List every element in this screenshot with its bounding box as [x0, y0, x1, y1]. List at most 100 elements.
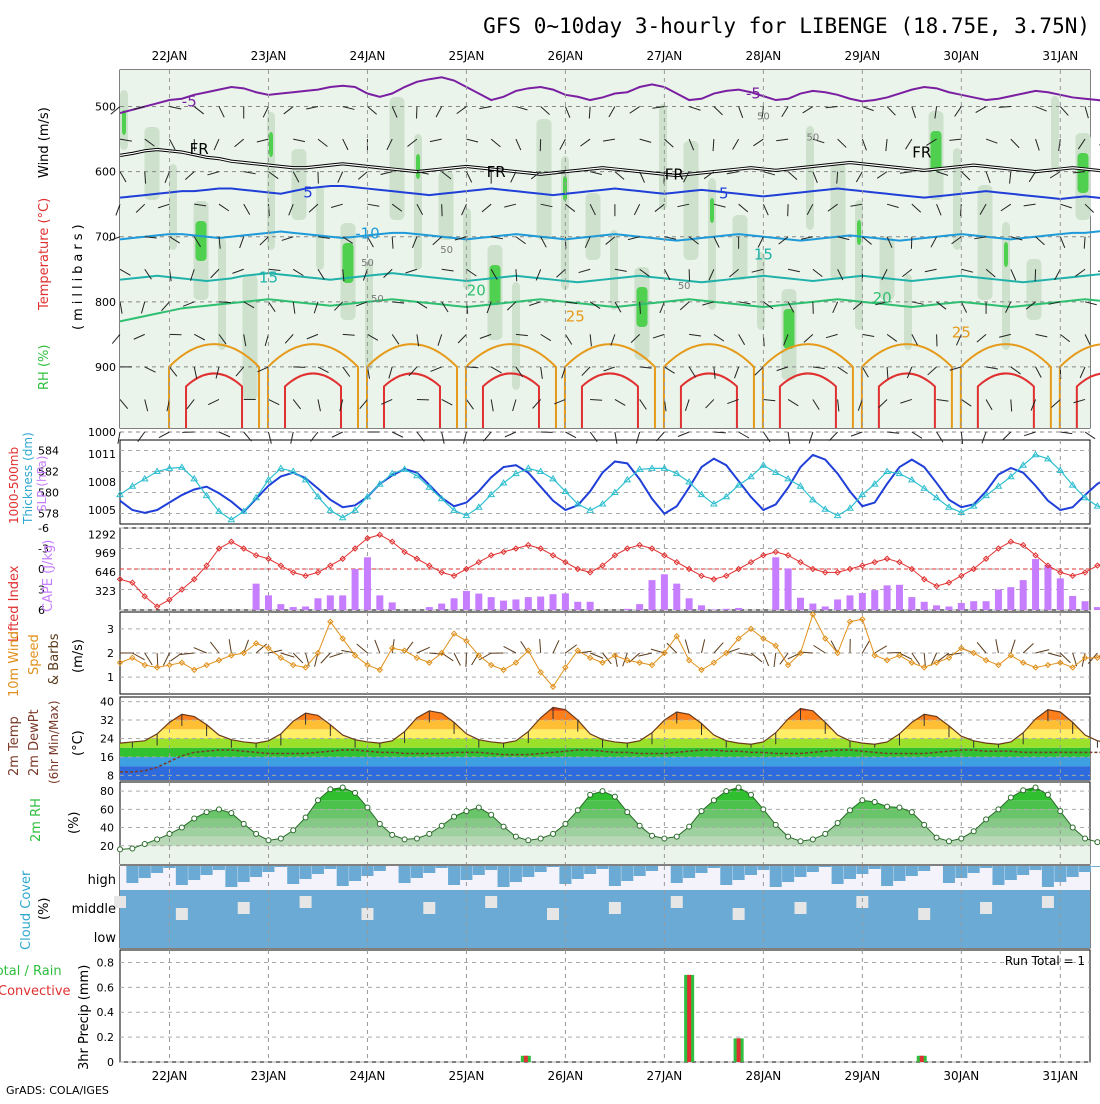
cape-bar: [735, 608, 742, 610]
rh-point: [489, 812, 494, 817]
cloud-high-cell: [1091, 866, 1100, 867]
ylabel-cape: CAPE (J/kg): [41, 540, 56, 612]
cloud-high-cell: [324, 866, 336, 869]
bottom-date-label: 26JAN: [548, 1069, 584, 1083]
temp-band: [120, 748, 1090, 757]
wind-barb: [714, 432, 726, 433]
cape-bar: [834, 599, 841, 610]
cape-bar: [859, 593, 866, 610]
ylabel-rh: RH (%): [37, 345, 52, 390]
cloud-high-cell: [980, 866, 992, 868]
rh-point: [687, 824, 692, 829]
contour-label: 50: [371, 294, 384, 305]
cloud-high-cell: [275, 866, 287, 867]
cloud-high-cell: [1067, 866, 1079, 877]
ylabel-temp2: 2m DewPt: [27, 709, 42, 776]
cape-bar: [265, 595, 272, 610]
top-date-label: 29JAN: [844, 49, 880, 63]
cape-ylabels2: CAPE (J/kg): [41, 540, 56, 612]
rh-point: [315, 798, 320, 803]
cloud-high-cell: [597, 866, 609, 869]
rh-point: [377, 821, 382, 826]
rh-point: [303, 815, 308, 820]
top-date-label: 25JAN: [449, 49, 485, 63]
cape-bar: [253, 584, 260, 610]
temp-tick-label: 32: [100, 714, 114, 727]
rh-point: [922, 822, 927, 827]
cloud-gap-cell: [485, 896, 497, 908]
rh-point: [724, 789, 729, 794]
cape-bar: [871, 590, 878, 610]
rh-point: [229, 810, 234, 815]
temp-tick-label: 24: [100, 733, 114, 746]
cloud-high-cell: [399, 866, 411, 883]
rh-point: [179, 825, 184, 830]
rh-point: [1033, 785, 1038, 790]
ylabel-rh2: (%): [67, 812, 82, 835]
contour-label: 5: [303, 184, 313, 202]
rh-point: [699, 809, 704, 814]
temp-band: [120, 766, 1090, 780]
ylabel-precip2: Convective: [0, 984, 71, 999]
ylabel-wind3: & Barbs: [47, 633, 62, 685]
rh-point: [1058, 809, 1063, 814]
cape-bar: [785, 568, 792, 610]
wind-barb: [1085, 432, 1095, 439]
rh-point: [390, 832, 395, 837]
wind-barb: [739, 432, 749, 438]
rh-plume: [1027, 259, 1042, 320]
cape-bar: [426, 607, 433, 610]
cloud-high-cell: [671, 866, 683, 883]
contour-label: 20: [467, 281, 486, 299]
cloud-high-cell: [300, 866, 312, 879]
cloud-high-cell: [225, 866, 237, 887]
cape-bar: [661, 574, 668, 610]
rh-plume: [145, 127, 160, 200]
cape-bar: [945, 606, 952, 610]
cape-bar: [302, 606, 309, 610]
cape-bar: [772, 557, 779, 610]
ylabel-temp1: 2m Temp: [7, 716, 22, 776]
rh-point: [501, 824, 506, 829]
cape-bar: [846, 595, 853, 610]
ylabel-wind: Wind (m/s): [37, 107, 52, 178]
cape-bar: [809, 604, 816, 610]
wind-barb: [829, 432, 837, 441]
cloud-high-cell: [126, 866, 138, 883]
cloud-high-cell: [535, 866, 547, 872]
rh-point: [155, 837, 160, 842]
rh-point: [241, 821, 246, 826]
rh-point: [118, 847, 123, 852]
ylabel-cloud1: Cloud Cover: [19, 870, 34, 950]
pressure-tick-label: 700: [95, 231, 116, 244]
cape-bar: [562, 593, 569, 610]
rh-plume-high: [1078, 153, 1089, 193]
wind-barb: [219, 432, 230, 437]
cloud-gap-cell: [238, 902, 250, 914]
rh-band: [120, 846, 1090, 864]
bottom-date-label: 24JAN: [350, 1069, 386, 1083]
ylabel-precip3: 3hr Precip (mm): [77, 965, 92, 1070]
rh-point: [216, 807, 221, 812]
cape-tick-label: 646: [95, 566, 116, 579]
rh-point: [909, 810, 914, 815]
contour-label: FR: [665, 165, 684, 183]
rh-plume: [978, 185, 993, 300]
cape-bar: [1094, 607, 1100, 610]
rh-tick-label: 60: [100, 803, 114, 816]
rh-point: [823, 831, 828, 836]
cape-ylabels: Lifted Index: [7, 565, 22, 642]
cloud-high-cell: [213, 866, 225, 870]
cloud-high-cell: [436, 866, 448, 868]
cloud-high-cell: [250, 866, 262, 877]
cloud-high-cell: [609, 866, 621, 886]
pressure-tick-label: 1000: [88, 426, 116, 439]
cloud-ylabels2: (%): [37, 898, 52, 921]
cape-bar: [673, 584, 680, 610]
rh-plume: [537, 119, 552, 240]
bottom-date-label: 28JAN: [745, 1069, 781, 1083]
rh-point: [551, 831, 556, 836]
rh-point: [266, 838, 271, 843]
rh-plume-high: [490, 265, 501, 305]
wind-barb: [392, 432, 403, 437]
